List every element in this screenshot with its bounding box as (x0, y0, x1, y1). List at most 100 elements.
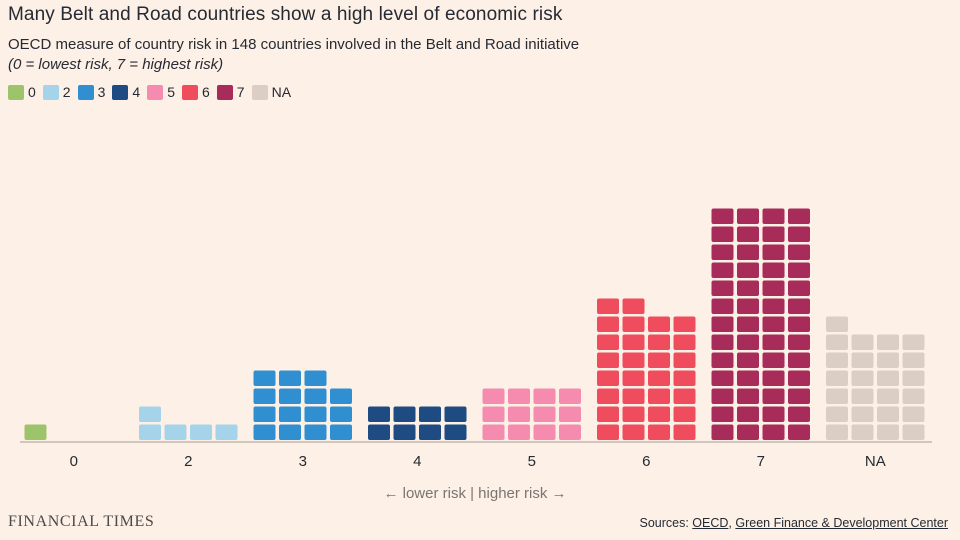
waffle-square-na (902, 370, 925, 386)
waffle-square-na (851, 388, 874, 404)
waffle-square-7 (737, 334, 759, 350)
waffle-square-7 (788, 244, 810, 260)
waffle-square-7 (711, 244, 734, 260)
waffle-square-7 (737, 208, 759, 224)
waffle-square-na (826, 352, 848, 368)
waffle-square-na (826, 370, 848, 386)
waffle-square-6 (622, 352, 645, 368)
sources-separator: , (728, 516, 736, 530)
waffle-square-7 (762, 226, 785, 242)
waffle-square-na (877, 370, 899, 386)
waffle-square-7 (737, 226, 759, 242)
waffle-square-7 (788, 298, 810, 314)
legend-swatch-na (251, 84, 268, 100)
waffle-square-na (902, 406, 925, 422)
waffle-square-7 (788, 388, 810, 404)
waffle-square-2 (139, 406, 161, 422)
waffle-square-4 (444, 406, 467, 422)
waffle-square-7 (711, 280, 734, 296)
waffle-square-7 (711, 406, 734, 422)
waffle-square-5 (508, 424, 530, 440)
waffle-square-4 (393, 406, 416, 422)
waffle-square-3 (304, 370, 327, 386)
waffle-square-3 (330, 388, 352, 404)
waffle-square-na (877, 424, 899, 440)
legend-label-6: 6 (201, 84, 210, 100)
waffle-square-7 (762, 298, 785, 314)
waffle-square-6 (597, 352, 619, 368)
chart-squares (24, 208, 925, 440)
legend-item-na: NA (251, 84, 292, 100)
legend-label-na: NA (271, 84, 292, 100)
waffle-square-3 (304, 406, 327, 422)
waffle-square-7 (737, 370, 759, 386)
waffle-square-5 (533, 388, 556, 404)
legend-swatch-7 (216, 84, 233, 100)
waffle-square-na (851, 424, 874, 440)
waffle-square-na (877, 388, 899, 404)
waffle-square-6 (622, 388, 645, 404)
waffle-square-na (902, 352, 925, 368)
legend-item-5: 5 (147, 84, 175, 100)
waffle-square-7 (737, 316, 759, 332)
waffle-square-5 (559, 424, 581, 440)
waffle-square-5 (533, 424, 556, 440)
waffle-square-5 (559, 406, 581, 422)
waffle-square-3 (279, 424, 301, 440)
waffle-square-6 (622, 298, 645, 314)
legend-item-0: 0 (8, 84, 36, 100)
waffle-square-5 (533, 406, 556, 422)
waffle-square-7 (762, 370, 785, 386)
waffle-square-2 (139, 424, 161, 440)
waffle-square-5 (508, 388, 530, 404)
waffle-square-3 (304, 424, 327, 440)
waffle-square-3 (279, 406, 301, 422)
waffle-square-7 (711, 424, 734, 440)
waffle-square-4 (419, 406, 441, 422)
waffle-square-na (826, 334, 848, 350)
waffle-square-3 (279, 388, 301, 404)
legend-swatch-2 (42, 84, 59, 100)
waffle-square-6 (622, 316, 645, 332)
waffle-square-7 (762, 262, 785, 278)
waffle-square-7 (711, 298, 734, 314)
waffle-square-7 (762, 280, 785, 296)
waffle-square-7 (737, 424, 759, 440)
risk-direction-label: ← lower risk | higher risk → (383, 485, 566, 502)
legend-item-4: 4 (112, 84, 140, 100)
waffle-square-7 (788, 406, 810, 422)
waffle-square-5 (482, 406, 505, 422)
waffle-square-2 (190, 424, 212, 440)
waffle-square-4 (419, 424, 441, 440)
waffle-square-6 (673, 370, 696, 386)
waffle-square-6 (673, 388, 696, 404)
publisher-logo: FINANCIAL TIMES (8, 513, 155, 530)
source-link-oecd[interactable]: OECD (692, 516, 729, 530)
waffle-square-7 (788, 280, 810, 296)
legend-item-3: 3 (77, 84, 105, 100)
waffle-square-6 (648, 316, 670, 332)
waffle-square-4 (368, 406, 390, 422)
waffle-square-0 (24, 424, 47, 440)
waffle-square-7 (762, 334, 785, 350)
x-tick-label-2: 2 (184, 453, 192, 470)
waffle-square-6 (673, 406, 696, 422)
x-tick-label-na: NA (865, 453, 886, 470)
waffle-square-7 (788, 352, 810, 368)
waffle-square-2 (164, 424, 187, 440)
waffle-square-3 (330, 406, 352, 422)
waffle-square-7 (762, 208, 785, 224)
waffle-square-na (877, 352, 899, 368)
waffle-square-7 (711, 316, 734, 332)
waffle-square-6 (597, 316, 619, 332)
source-link-gfdc[interactable]: Green Finance & Development Center (735, 516, 948, 530)
waffle-square-na (902, 334, 925, 350)
x-tick-label-7: 7 (757, 453, 765, 470)
waffle-square-3 (304, 388, 327, 404)
waffle-square-3 (253, 406, 276, 422)
waffle-square-7 (711, 226, 734, 242)
waffle-square-7 (788, 262, 810, 278)
waffle-square-6 (648, 406, 670, 422)
waffle-square-6 (648, 352, 670, 368)
